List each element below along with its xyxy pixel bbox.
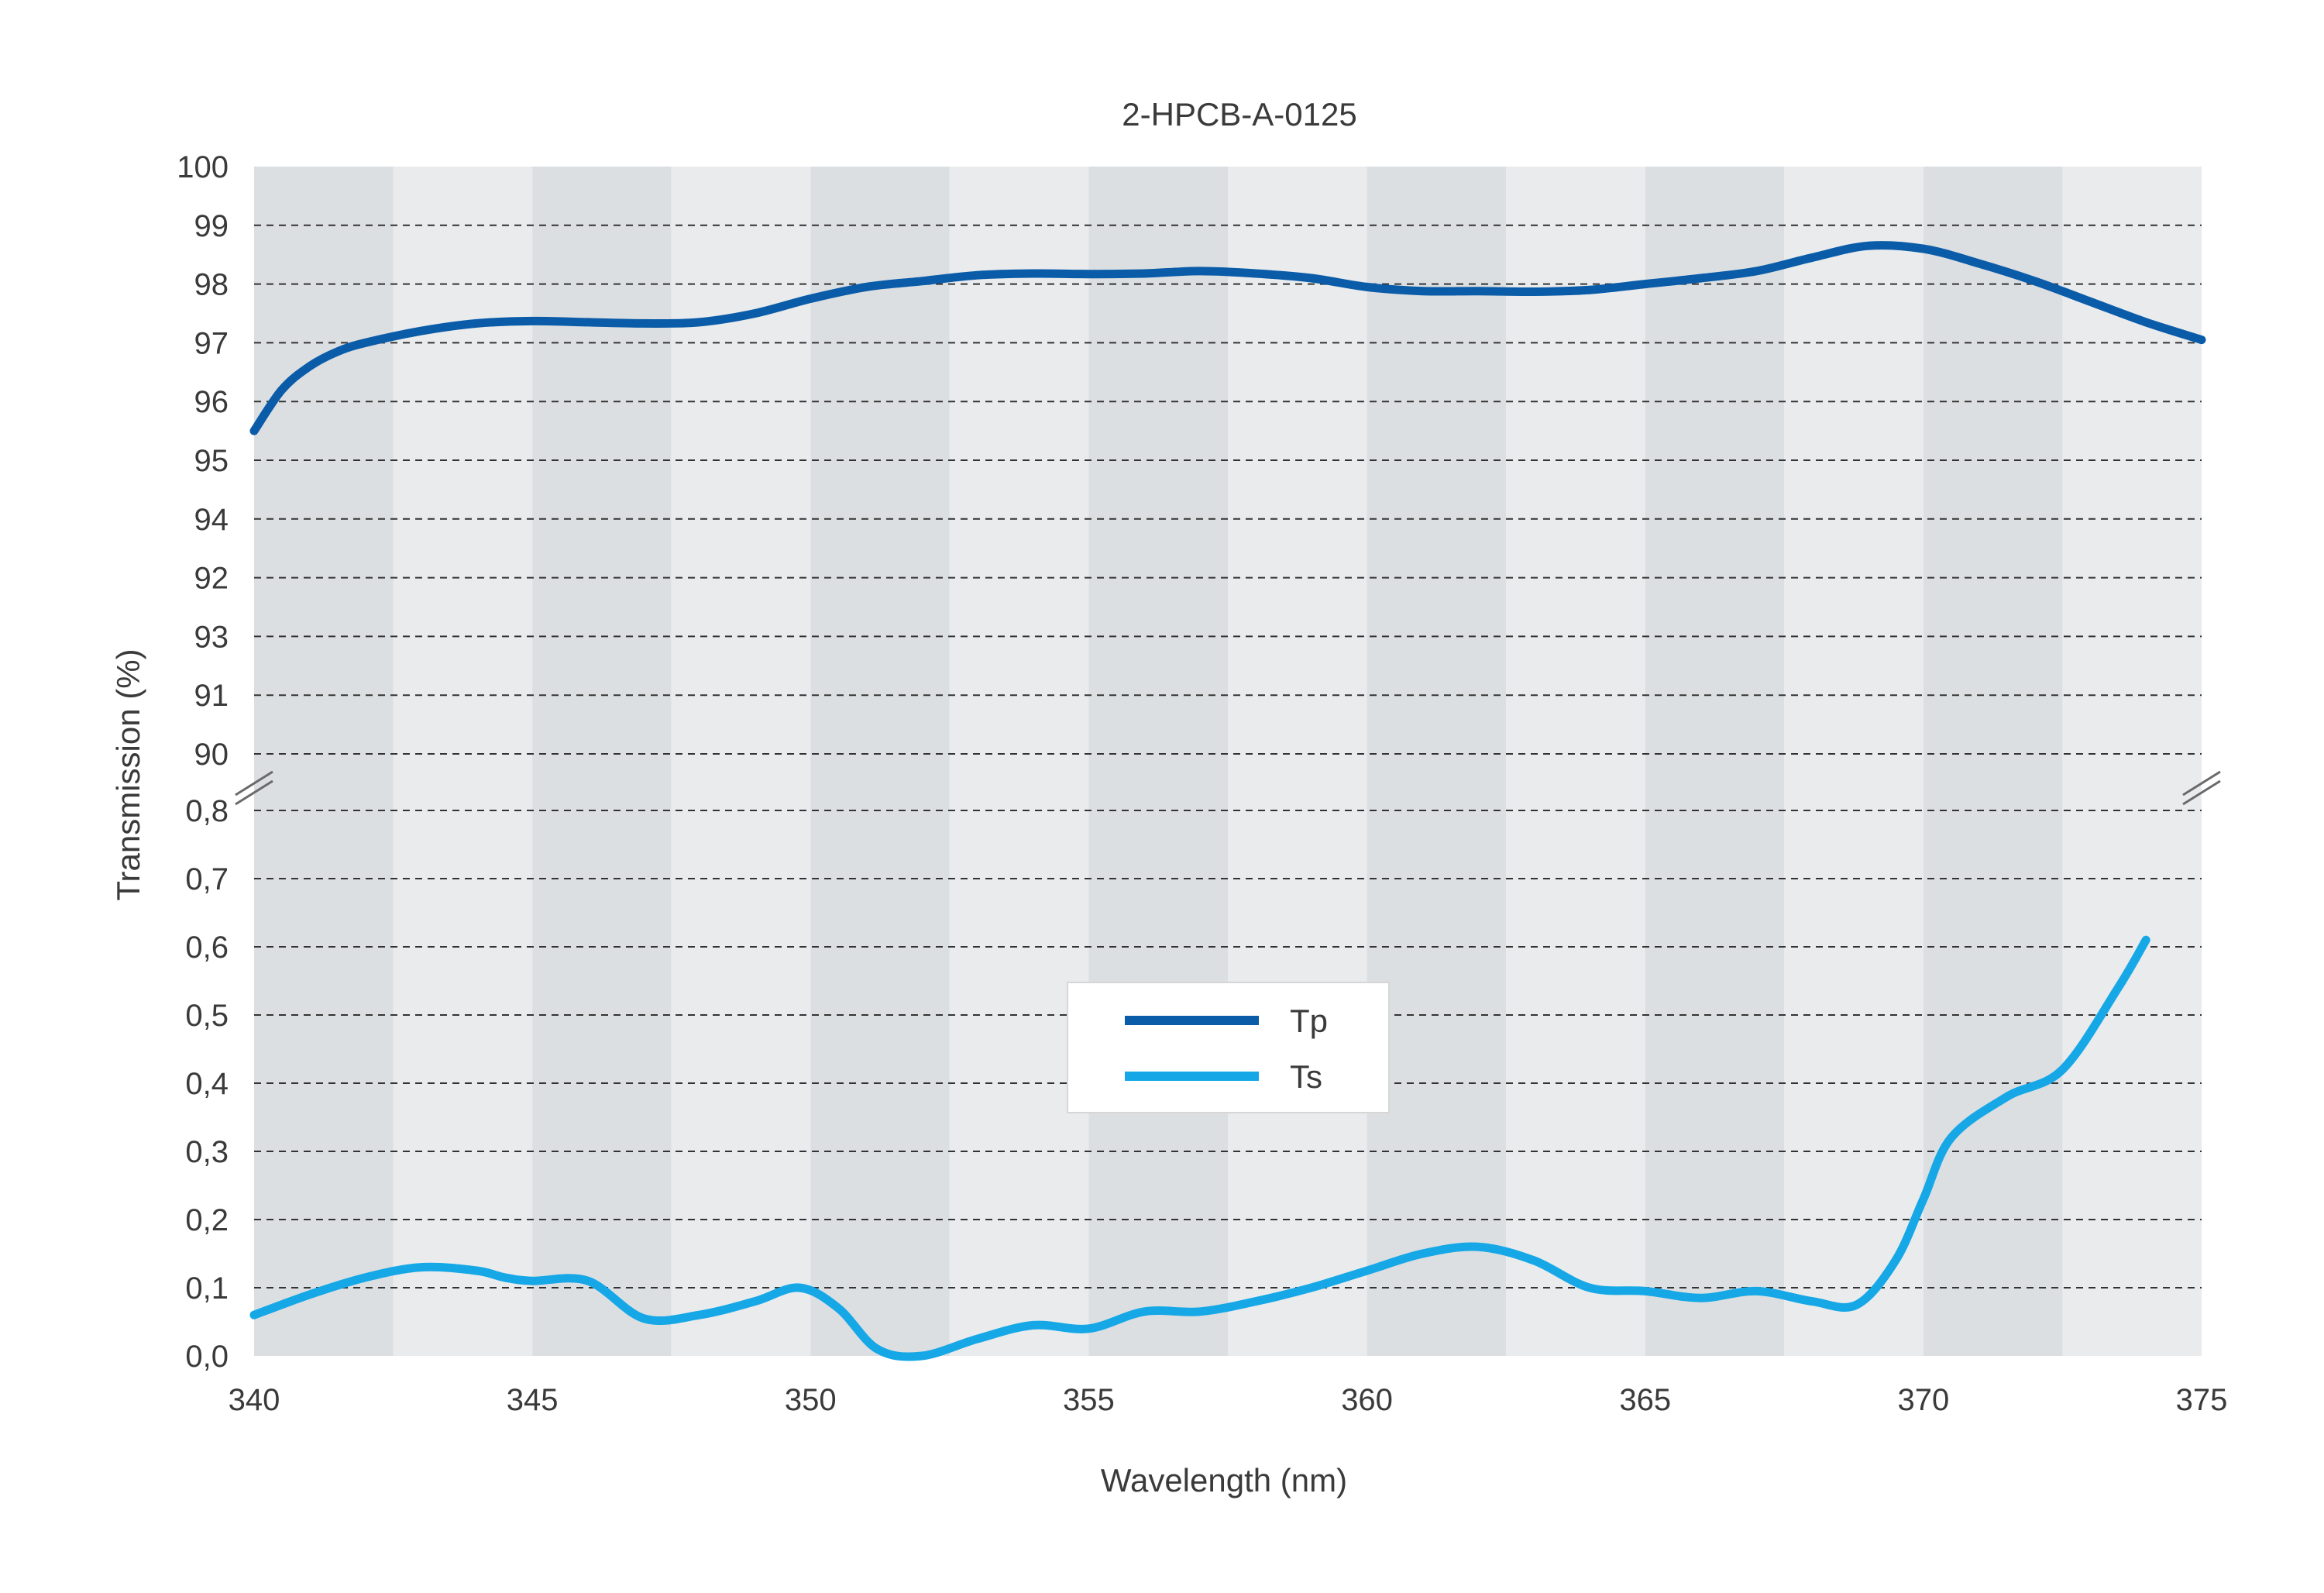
background-band (1088, 167, 1228, 1356)
y-tick-label: 100 (177, 150, 229, 184)
series-line-tp (249, 241, 2206, 435)
x-tick-label: 340 (229, 1383, 280, 1417)
legend-box (1067, 982, 1390, 1113)
y-tick-label: 0,0 (185, 1340, 229, 1374)
x-axis-title: Wavelength (nm) (1101, 1462, 1347, 1498)
legend-label-tp: Tp (1290, 1003, 1328, 1039)
x-tick-label: 360 (1341, 1383, 1393, 1417)
y-tick-label: 96 (194, 385, 229, 419)
background-bands (254, 167, 2202, 1356)
legend-label-ts: Ts (1290, 1058, 1322, 1095)
y-tick-label: 91 (194, 679, 229, 713)
y-tick-label: 92 (194, 562, 229, 596)
x-tick-label: 370 (1897, 1383, 1949, 1417)
y-tick-label: 94 (194, 503, 229, 537)
background-band (254, 167, 394, 1356)
y-tick-label: 0,6 (185, 931, 229, 965)
y-tick-label: 93 (194, 620, 229, 654)
break-mark-left-bottom (235, 779, 273, 806)
x-tick-label: 355 (1063, 1383, 1115, 1417)
y-tick-label: 98 (194, 268, 229, 302)
y-tick-labels: 100 99 98 97 96 95 94 92 93 91 90 0,8 0,7 0,6 0,5 0,4 0,… (177, 150, 229, 1374)
x-tick-labels: 340 345 350 355 360 365 370 375 (229, 1383, 2228, 1417)
x-tick-label: 350 (785, 1383, 837, 1417)
break-mark-right-top (2182, 770, 2221, 796)
y-tick-label: 0,5 (185, 999, 229, 1033)
y-tick-label: 90 (194, 738, 229, 772)
chart-title: 2-HPCB-A-0125 (1122, 96, 1356, 132)
background-band (2062, 167, 2202, 1356)
y-tick-label: 0,3 (185, 1135, 229, 1169)
y-tick-label: 0,7 (185, 862, 229, 896)
background-band (949, 167, 1089, 1356)
y-tick-label: 0,4 (185, 1067, 229, 1101)
y-tick-label: 99 (194, 209, 229, 243)
y-tick-label: 95 (194, 444, 229, 478)
axis-break-marks (235, 770, 2221, 806)
x-tick-label: 345 (507, 1383, 559, 1417)
background-band (1228, 167, 1367, 1356)
y-tick-label: 97 (194, 326, 229, 360)
series-layer (249, 241, 2206, 1361)
background-band (1367, 167, 1507, 1356)
background-band (1506, 167, 1645, 1356)
y-axis-title: Transmission (%) (110, 649, 146, 900)
background-band (1784, 167, 1923, 1356)
background-band (810, 167, 950, 1356)
x-tick-label: 375 (2176, 1383, 2228, 1417)
x-tick-label: 365 (1619, 1383, 1671, 1417)
break-mark-right-bottom (2182, 779, 2221, 806)
background-band (671, 167, 811, 1356)
y-tick-label: 0,1 (185, 1271, 229, 1306)
series-line-ts (249, 935, 2150, 1361)
legend: Tp Ts (1067, 982, 1390, 1113)
y-tick-label: 0,2 (185, 1203, 229, 1237)
background-band (393, 167, 533, 1356)
break-mark-left-top (235, 770, 273, 796)
background-band (1645, 167, 1785, 1356)
background-band (1923, 167, 2063, 1356)
y-tick-label: 0,8 (185, 794, 229, 828)
background-band (532, 167, 672, 1356)
